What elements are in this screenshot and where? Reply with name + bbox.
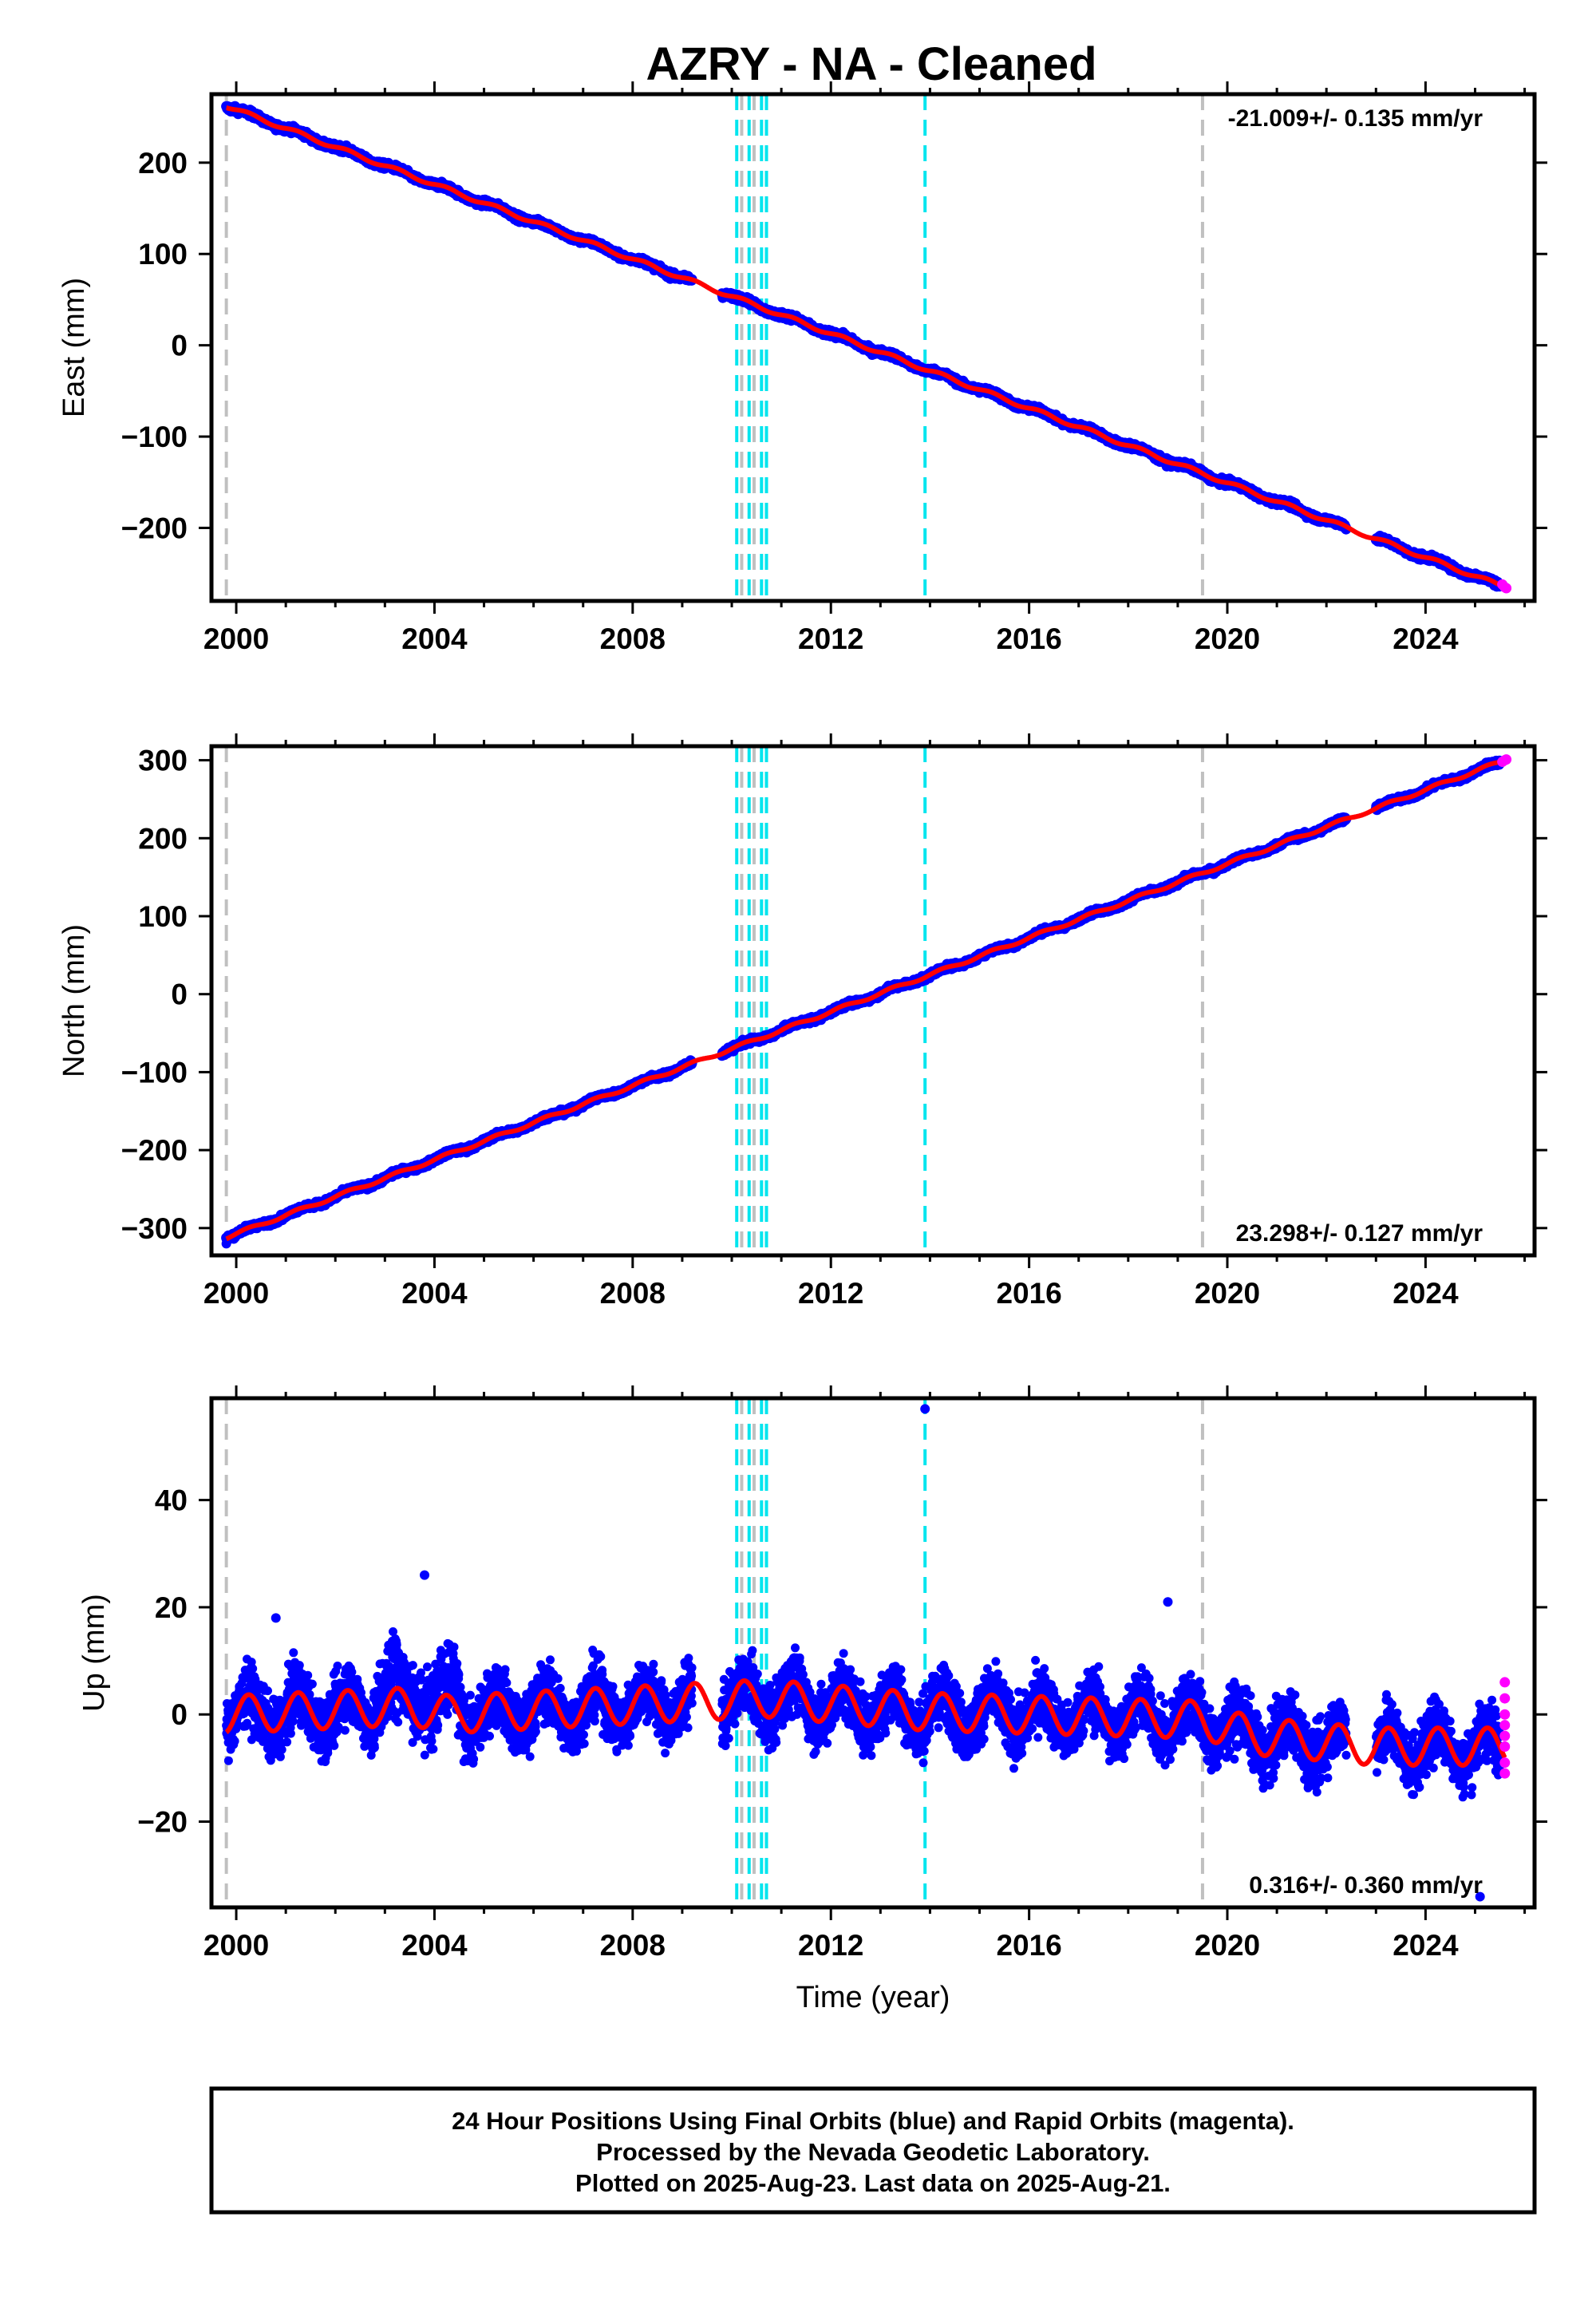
outlier-point — [1163, 1597, 1173, 1607]
y-tick-label: −300 — [121, 1212, 188, 1245]
x-tick-label: 2012 — [798, 1277, 863, 1310]
panel-frame — [209, 92, 1537, 603]
y-tick-label: 100 — [138, 238, 188, 271]
y-axis-label: East (mm) — [57, 278, 91, 417]
plot-area-east — [221, 94, 1512, 601]
x-tick-label: 2004 — [401, 1277, 468, 1310]
x-tick-label: 2016 — [996, 1929, 1061, 1962]
rapid-orbit-point — [1499, 1720, 1511, 1731]
panel-north: 2000 2004 2008 2012 2016 2020 2024−300−200−100… — [57, 733, 1547, 1310]
y-axis-label: Up (mm) — [77, 1594, 111, 1712]
rapid-orbit-point — [1499, 1757, 1511, 1769]
final-orbit-points-up — [222, 1627, 1505, 1802]
y-tick-label: −100 — [121, 1056, 188, 1089]
rapid-orbit-point — [1499, 1768, 1511, 1779]
y-tick-label: −20 — [137, 1806, 188, 1839]
footer-box — [209, 2086, 1537, 2215]
y-tick-label: 0 — [171, 1698, 188, 1731]
outlier-point — [1475, 1891, 1485, 1902]
footer-line-1: 24 Hour Positions Using Final Orbits (bl… — [452, 2107, 1294, 2135]
model-curve-up — [224, 1678, 1507, 1768]
x-tick-label: 2012 — [798, 1929, 863, 1962]
model-curve-north — [225, 758, 1506, 1242]
x-tick-label: 2016 — [996, 1277, 1061, 1310]
rapid-orbit-point — [1499, 1693, 1511, 1704]
x-tick-label: 2004 — [401, 622, 468, 655]
x-tick-label: 2000 — [203, 1277, 269, 1310]
y-tick-label: 100 — [138, 900, 188, 933]
x-tick-label: 2008 — [600, 622, 666, 655]
chart-title: AZRY - NA - Cleaned — [646, 38, 1096, 90]
rate-label: -21.009+/- 0.135 mm/yr — [1228, 105, 1483, 132]
y-tick-label: 40 — [155, 1484, 188, 1517]
y-tick-label: 20 — [155, 1591, 188, 1624]
y-tick-label: 0 — [171, 330, 188, 362]
y-tick-label: −200 — [121, 1134, 188, 1167]
x-tick-label: 2008 — [600, 1277, 666, 1310]
footer: 24 Hour Positions Using Final Orbits (bl… — [209, 2086, 1537, 2215]
x-tick-label: 2024 — [1393, 622, 1459, 655]
x-tick-label: 2012 — [798, 622, 863, 655]
panels: 2000 2004 2008 2012 2016 2020 2024−200−1000100… — [57, 81, 1547, 2014]
x-tick-label: 2020 — [1195, 1929, 1260, 1962]
rapid-orbit-point — [1499, 1730, 1511, 1741]
y-tick-label: −200 — [121, 512, 188, 544]
panel-frame — [209, 1396, 1537, 1910]
plot-area-north — [221, 746, 1512, 1255]
panel-frame — [209, 744, 1537, 1258]
footer-line-2: Processed by the Nevada Geodetic Laborat… — [596, 2138, 1150, 2166]
x-tick-label: 2000 — [203, 1929, 269, 1962]
y-axis-label: North (mm) — [57, 924, 91, 1077]
x-tick-label: 2024 — [1393, 1929, 1459, 1962]
y-tick-label: 300 — [138, 745, 188, 777]
x-tick-label: 2020 — [1195, 1277, 1260, 1310]
y-tick-label: 200 — [138, 147, 188, 180]
y-tick-label: 200 — [138, 822, 188, 855]
plot-area-up — [222, 1398, 1511, 1907]
x-tick-label: 2016 — [996, 622, 1061, 655]
x-tick-label: 2004 — [401, 1929, 468, 1962]
panel-up: 2000 2004 2008 2012 2016 2020 2024 −20 0 20 40 Up (… — [77, 1385, 1547, 2014]
rapid-orbit-point — [1501, 583, 1512, 594]
y-tick-label: 0 — [171, 978, 188, 1011]
footer-line-3: Plotted on 2025-Aug-23. Last data on 202… — [575, 2169, 1171, 2197]
rapid-orbit-point — [1501, 754, 1512, 765]
outlier-point — [420, 1570, 430, 1580]
x-tick-label: 2000 — [203, 622, 269, 655]
outlier-point — [221, 1239, 231, 1249]
outlier-point — [271, 1613, 281, 1623]
panel-east: 2000 2004 2008 2012 2016 2020 2024 −200 −100 0 100… — [57, 81, 1547, 655]
x-axis-label: Time (year) — [796, 1981, 950, 2014]
y-tick-label: −100 — [121, 421, 188, 453]
x-tick-label: 2020 — [1195, 622, 1260, 655]
rapid-orbit-point — [1499, 1741, 1511, 1753]
rapid-orbit-point — [1499, 1709, 1511, 1720]
x-tick-label: 2024 — [1393, 1277, 1459, 1310]
rate-label: 23.298+/- 0.127 mm/yr — [1236, 1220, 1483, 1247]
model-curve-east — [226, 105, 1507, 591]
rate-label: 0.316+/- 0.360 mm/yr — [1249, 1872, 1483, 1899]
x-tick-label: 2008 — [600, 1929, 666, 1962]
outlier-point — [920, 1404, 930, 1414]
rapid-orbit-point — [1499, 1677, 1511, 1688]
